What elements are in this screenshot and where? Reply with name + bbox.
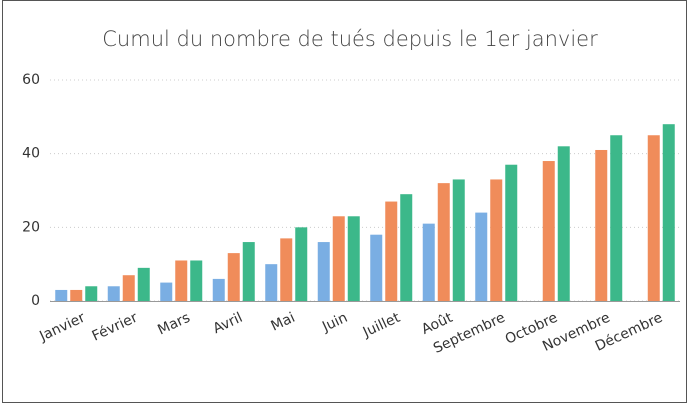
x-tick-label: Mai: [269, 310, 298, 335]
x-tick-label: Avril: [211, 310, 245, 337]
bar: [647, 135, 660, 301]
bar: [490, 179, 503, 301]
bar: [437, 183, 450, 301]
bar: [317, 242, 330, 301]
bar: [422, 223, 435, 301]
bar: [55, 289, 68, 301]
bar: [227, 253, 240, 301]
bar: [85, 286, 98, 301]
bar: [505, 164, 518, 301]
y-tick-label: 20: [22, 219, 40, 235]
bar: [595, 149, 608, 301]
bar: [107, 286, 120, 301]
bar: [332, 216, 345, 301]
bar: [190, 260, 203, 301]
x-tick-label: Mars: [155, 310, 192, 339]
bar: [242, 242, 255, 301]
bar: [557, 146, 570, 301]
bar: [347, 216, 360, 301]
bar: [610, 135, 623, 301]
bar: [370, 234, 383, 301]
bar: [137, 267, 150, 301]
bar: [475, 212, 488, 301]
bar: [280, 238, 293, 301]
bar: [265, 264, 278, 301]
y-tick-label: 60: [22, 72, 40, 88]
bar: [122, 275, 135, 301]
bar: [212, 278, 225, 301]
bar: [295, 227, 308, 301]
bar: [175, 260, 188, 301]
bar: [70, 289, 83, 301]
x-tick-label: Février: [90, 310, 141, 345]
bar: [385, 201, 398, 301]
bar: [160, 282, 173, 301]
bar: [542, 161, 555, 301]
x-tick-label: Juillet: [360, 310, 403, 342]
bar: [662, 124, 675, 301]
y-tick-label: 40: [22, 146, 40, 162]
bar: [452, 179, 465, 301]
x-tick-label: Janvier: [36, 310, 88, 345]
x-tick-label: Juin: [319, 310, 350, 336]
bar: [400, 194, 413, 301]
chart-title: Cumul du nombre de tués depuis le 1er ja…: [102, 27, 598, 51]
y-tick-label: 0: [31, 293, 40, 309]
